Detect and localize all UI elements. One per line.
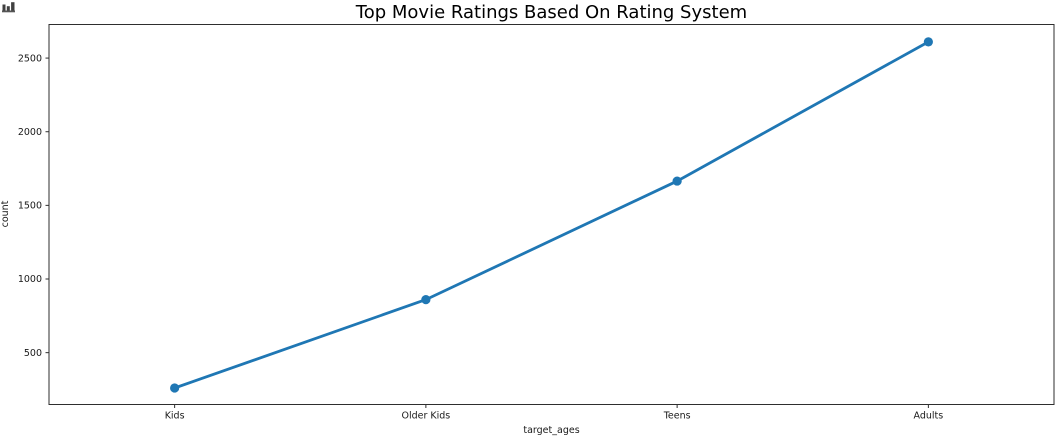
y-tick-label: 2000: [18, 127, 42, 138]
y-tick-label: 1500: [18, 201, 42, 212]
x-tick-label: Kids: [165, 411, 185, 422]
x-axis-label: target_ages: [523, 425, 579, 436]
plot-border: [48, 24, 1055, 405]
y-tick-label: 2500: [18, 53, 42, 64]
data-point-marker: [170, 383, 180, 393]
y-tick-label: 1000: [18, 274, 42, 285]
x-tick-label: Older Kids: [401, 411, 450, 422]
x-tick-label: Adults: [914, 411, 944, 422]
data-point-marker: [672, 176, 682, 186]
data-point-marker: [923, 37, 933, 47]
x-tick-label: Teens: [663, 411, 691, 422]
data-point-marker: [421, 295, 431, 305]
y-axis-label: count: [0, 200, 11, 227]
trend-line: [173, 40, 930, 390]
bar-chart-icon: [2, 2, 15, 13]
y-tick-label: 500: [24, 348, 42, 359]
chart-title: Top Movie Ratings Based On Rating System: [355, 2, 748, 23]
